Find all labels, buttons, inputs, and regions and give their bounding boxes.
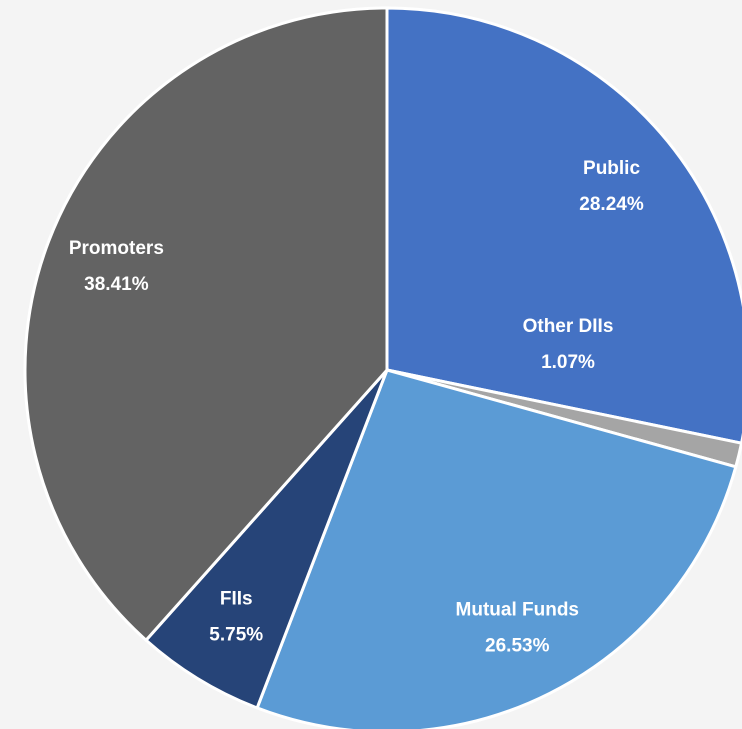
pie-slice xyxy=(255,368,738,729)
pie-slice xyxy=(23,6,389,642)
slice-label: Promoters xyxy=(69,238,164,259)
slice-value-label: 1.07% xyxy=(541,352,595,373)
slice-label: Public xyxy=(583,158,640,179)
slice-value-label: 38.41% xyxy=(84,274,149,295)
slice-label: FIIs xyxy=(220,588,253,609)
slice-value-label: 28.24% xyxy=(579,194,644,215)
slice-value-label: 26.53% xyxy=(485,636,550,657)
slice-label: Other DIIs xyxy=(523,316,614,337)
pie-slice xyxy=(385,6,742,445)
slice-value-label: 5.75% xyxy=(209,624,263,645)
slice-label: Mutual Funds xyxy=(456,600,579,621)
pie-slice xyxy=(144,368,389,710)
